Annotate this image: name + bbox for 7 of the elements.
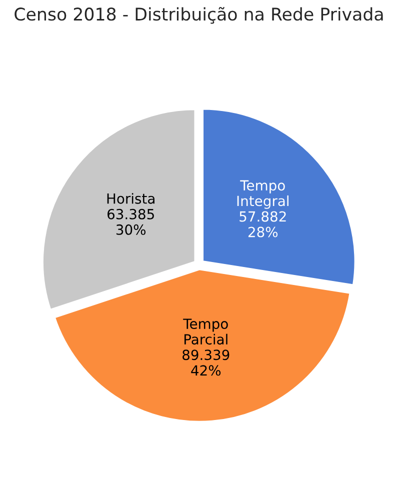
slice-label: Tempo Parcial: [183, 318, 228, 345]
slice-label: Horista: [107, 193, 154, 204]
data-label: 57.882 28%: [240, 211, 286, 238]
data-label: 89.339 42%: [182, 350, 230, 376]
chart-title: Censo 2018 - Distribuição na Rede Privada: [14, 6, 383, 24]
data-label: 63.385 30%: [108, 208, 154, 235]
slice-label: Tempo Integral: [237, 180, 288, 209]
